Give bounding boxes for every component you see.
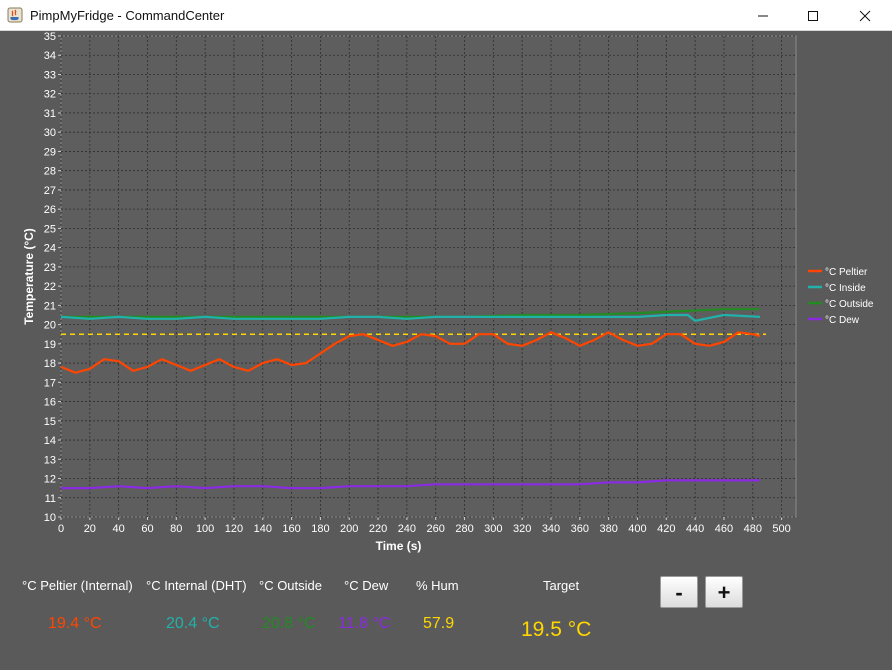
y-tick-label: 11	[45, 493, 56, 505]
legend-label: °C Inside	[825, 283, 866, 294]
x-tick-label: 400	[628, 523, 646, 535]
y-tick-label: 24	[44, 243, 56, 255]
y-tick-label: 15	[44, 416, 56, 428]
close-icon	[859, 10, 871, 22]
y-tick-label: 21	[44, 300, 56, 312]
java-app-icon	[7, 7, 23, 23]
title-bar: PimpMyFridge - CommandCenter	[0, 0, 892, 31]
y-tick-label: 22	[44, 281, 56, 293]
x-tick-label: 200	[340, 523, 358, 535]
y-tick-label: 33	[44, 69, 56, 81]
dew-value: 11.8 °C	[338, 615, 391, 632]
y-tick-label: 27	[44, 185, 56, 197]
y-tick-label: 34	[44, 50, 56, 62]
y-tick-label: 35	[44, 31, 56, 43]
x-tick-label: 240	[398, 523, 416, 535]
x-tick-label: 360	[571, 523, 589, 535]
x-tick-label: 440	[686, 523, 704, 535]
x-tick-label: 140	[254, 523, 272, 535]
maximize-button[interactable]	[790, 0, 836, 31]
y-tick-label: 32	[44, 89, 56, 101]
x-tick-label: 380	[599, 523, 617, 535]
series-line-cinside	[60, 313, 761, 322]
x-tick-label: 420	[657, 523, 675, 535]
x-tick-label: 320	[513, 523, 531, 535]
series-line-cpeltier	[60, 331, 761, 374]
series-line-cdew	[61, 479, 760, 490]
y-tick-label: 10	[44, 512, 56, 524]
x-tick-label: 340	[542, 523, 560, 535]
x-tick-label: 460	[715, 523, 733, 535]
legend-label: °C Dew	[825, 315, 860, 326]
target-label: Target	[543, 578, 580, 593]
x-tick-label: 20	[84, 523, 96, 535]
y-tick-label: 28	[44, 166, 56, 178]
plot-area	[60, 35, 797, 518]
y-tick-label: 16	[44, 397, 56, 409]
maximize-icon	[808, 10, 818, 21]
legend-label: °C Peltier	[825, 267, 868, 278]
y-tick-label: 14	[44, 435, 56, 447]
window-title: PimpMyFridge - CommandCenter	[30, 8, 225, 23]
target-value: 19.5 °C	[521, 618, 592, 641]
decrease-target-button[interactable]: -	[660, 576, 698, 608]
x-tick-label: 220	[369, 523, 387, 535]
temperature-chart: 0 20 40 60 80 100 120 140 160 180 200 220 240 260 280 3…	[22, 31, 874, 553]
y-axis-label: Temperature (°C)	[22, 228, 36, 325]
y-tick-label: 23	[44, 262, 56, 274]
y-tick-label: 20	[44, 320, 56, 332]
x-tick-label: 40	[113, 523, 125, 535]
readout-panel: °C Peltier (Internal) °C Internal (DHT) …	[0, 561, 892, 670]
x-tick-label: 100	[196, 523, 214, 535]
peltier-label: °C Peltier (Internal)	[22, 578, 133, 593]
x-tick-label: 300	[484, 523, 502, 535]
y-tick-label: 29	[44, 146, 56, 158]
y-tick-label: 12	[44, 474, 56, 486]
x-tick-label: 280	[455, 523, 473, 535]
outside-label: °C Outside	[259, 578, 323, 593]
humidity-value: 57.9	[423, 615, 455, 632]
x-tick-label: 160	[282, 523, 300, 535]
x-tick-label: 180	[311, 523, 329, 535]
y-tick-label: 17	[44, 377, 56, 389]
x-tick-label: 260	[427, 523, 445, 535]
x-tick-label: 480	[744, 523, 762, 535]
internal-label: °C Internal (DHT)	[146, 578, 247, 593]
increase-target-button[interactable]: +	[705, 576, 743, 608]
x-tick-label: 500	[772, 523, 790, 535]
x-tick-label: 120	[225, 523, 243, 535]
x-tick-label: 80	[170, 523, 182, 535]
y-tick-label: 18	[44, 358, 56, 370]
close-button[interactable]	[842, 0, 888, 31]
y-tick-label: 30	[44, 127, 56, 139]
y-tick-label: 31	[44, 108, 56, 120]
outside-value: 20.8 °C	[262, 615, 316, 632]
x-tick-label: 0	[58, 523, 64, 535]
y-tick-label: 13	[44, 454, 56, 466]
internal-value: 20.4 °C	[166, 615, 220, 632]
y-tick-label: 26	[44, 204, 56, 216]
x-axis-label: Time (s)	[376, 539, 422, 553]
legend-label: °C Outside	[825, 299, 874, 310]
temperature-chart-container: 0 20 40 60 80 100 120 140 160 180 200 220 240 260 280 3…	[0, 31, 892, 561]
y-tick-label: 25	[44, 223, 56, 235]
humidity-label: % Hum	[416, 578, 459, 593]
y-tick-label: 19	[44, 339, 56, 351]
dew-label: °C Dew	[344, 578, 389, 593]
x-tick-label: 60	[141, 523, 153, 535]
minimize-button[interactable]	[740, 0, 786, 31]
peltier-value: 19.4 °C	[48, 615, 102, 632]
minimize-icon	[758, 15, 768, 17]
